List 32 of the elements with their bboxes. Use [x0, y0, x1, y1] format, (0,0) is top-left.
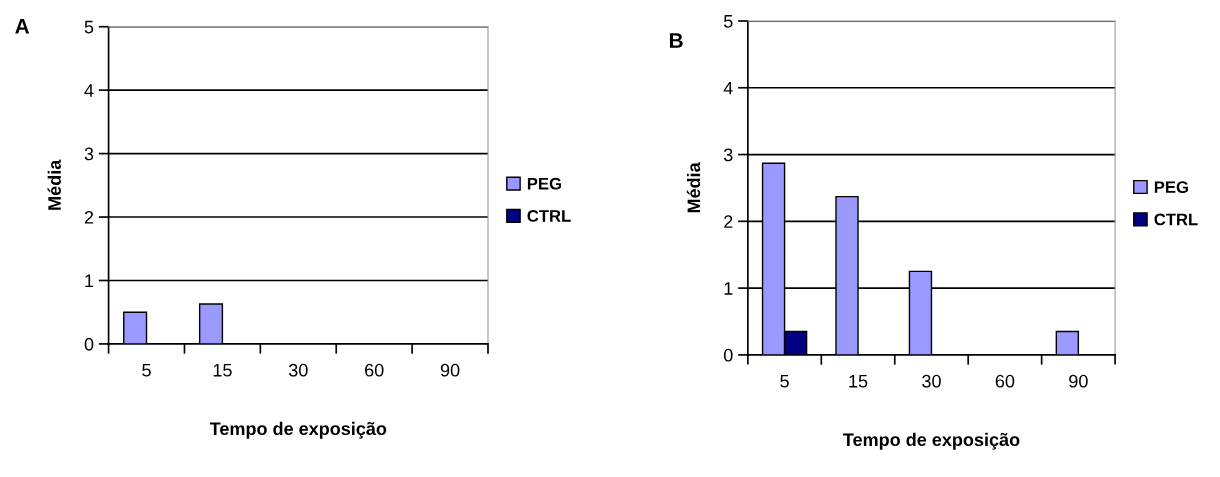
y-tick-label: 4	[723, 81, 733, 95]
x-tick-label: 90	[1069, 374, 1088, 388]
y-tick-label: 2	[724, 215, 733, 228]
legend-label: CTRL	[527, 210, 571, 222]
chart-title: B	[669, 33, 683, 48]
legend-label: PEG	[527, 177, 561, 190]
x-tick-label: 90	[440, 363, 460, 377]
y-tick-label: 3	[723, 148, 733, 162]
y-tick-label: 5	[723, 15, 733, 28]
x-tick-label: 5	[142, 364, 151, 377]
x-axis-title: Tempo de exposição	[843, 432, 1020, 450]
y-tick-label: 3	[84, 147, 94, 161]
x-tick-label: 30	[922, 374, 941, 388]
legend-label: PEG	[1154, 181, 1188, 194]
x-tick-label: 60	[995, 374, 1015, 388]
x-tick-label: 5	[780, 375, 789, 388]
y-tick-label: 1	[724, 282, 733, 295]
x-axis-title: Tempo de exposição	[209, 421, 387, 439]
y-axis-title: Média	[686, 162, 701, 213]
y-tick-label: 5	[84, 20, 94, 34]
chart-title: A	[15, 19, 30, 34]
y-tick-label: 4	[84, 84, 94, 97]
y-tick-label: 0	[84, 337, 94, 351]
legend-label: CTRL	[1154, 213, 1198, 226]
y-tick-label: 1	[85, 274, 94, 288]
x-tick-label: 30	[288, 363, 308, 377]
y-axis-title: Média	[47, 159, 61, 210]
y-tick-label: 0	[723, 348, 733, 362]
x-tick-label: 60	[365, 363, 384, 377]
y-tick-label: 2	[84, 210, 94, 224]
x-tick-label: 15	[849, 375, 868, 388]
x-tick-label: 15	[213, 364, 232, 377]
